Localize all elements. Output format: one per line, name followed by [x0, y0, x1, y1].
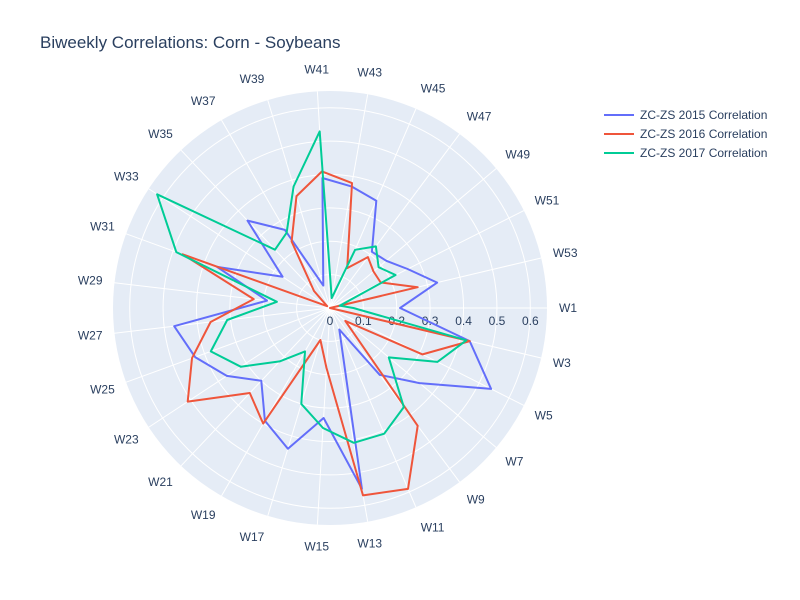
angular-gridline [329, 168, 497, 309]
radial-tick-label: 0 [327, 314, 334, 328]
chart-title: Biweekly Correlations: Corn - Soybeans [40, 33, 341, 52]
angular-gridline [114, 282, 331, 309]
legend-label: ZC-ZS 2015 Correlation [640, 108, 767, 122]
angular-gridline [180, 307, 331, 467]
angular-tick-label: W15 [304, 540, 329, 554]
angular-gridline [329, 307, 497, 448]
angular-gridline [329, 133, 460, 309]
angular-gridline [180, 149, 331, 309]
angular-tick-label: W49 [505, 147, 530, 161]
angular-tick-label: W9 [467, 493, 485, 507]
angular-tick-label: W29 [78, 273, 103, 287]
angular-tick-label: W47 [467, 109, 492, 123]
angular-gridline [125, 307, 331, 383]
angular-gridline [148, 188, 331, 309]
angular-tick-label: W45 [421, 82, 446, 96]
legend-item-2[interactable]: ZC-ZS 2016 Correlation [604, 127, 767, 141]
angular-tick-label: W41 [304, 62, 329, 76]
angular-tick-label: W33 [114, 170, 139, 184]
radial-tick-label: 0.6 [522, 314, 539, 328]
angular-tick-label: W21 [148, 475, 173, 489]
legend-label: ZC-ZS 2016 Correlation [640, 127, 767, 141]
angular-gridline [148, 307, 331, 428]
angular-tick-label: W25 [90, 383, 115, 397]
angular-gridline [316, 307, 331, 525]
angular-tick-label: W17 [240, 530, 265, 544]
radial-tick-label: 0.5 [489, 314, 506, 328]
angular-tick-label: W23 [114, 432, 139, 446]
angular-gridline [329, 307, 417, 508]
legend-label: ZC-ZS 2017 Correlation [640, 146, 767, 160]
angular-gridline [221, 119, 331, 309]
angular-tick-label: W1 [559, 301, 577, 315]
angular-tick-label: W43 [357, 66, 382, 80]
angular-tick-label: W27 [78, 329, 103, 343]
angular-tick-label: W5 [535, 408, 553, 422]
angular-tick-label: W35 [148, 127, 173, 141]
series-line-1[interactable] [173, 177, 493, 490]
angular-gridline [329, 108, 417, 309]
angular-gridline [267, 99, 331, 309]
angular-tick-label: W31 [90, 219, 115, 233]
angular-gridline [329, 307, 460, 483]
radial-tick-label: 0.4 [455, 314, 472, 328]
angular-tick-label: W51 [535, 194, 560, 208]
angular-tick-label: W11 [421, 520, 445, 534]
angular-tick-label: W7 [505, 455, 523, 469]
angular-gridline [221, 307, 331, 497]
series-line-3[interactable] [156, 130, 468, 444]
legend-item-3[interactable]: ZC-ZS 2017 Correlation [604, 146, 767, 160]
series-line-2[interactable] [181, 170, 471, 497]
legend-item-1[interactable]: ZC-ZS 2015 Correlation [604, 108, 767, 122]
angular-tick-label: W13 [357, 536, 382, 550]
angular-tick-label: W19 [191, 508, 216, 522]
angular-tick-label: W39 [240, 72, 265, 86]
angular-tick-label: W37 [191, 94, 216, 108]
angular-gridline [329, 210, 525, 309]
angular-gridline [329, 94, 369, 309]
angular-tick-label: W53 [553, 246, 578, 260]
angular-gridline [114, 307, 331, 334]
angular-tick-label: W3 [553, 356, 571, 370]
